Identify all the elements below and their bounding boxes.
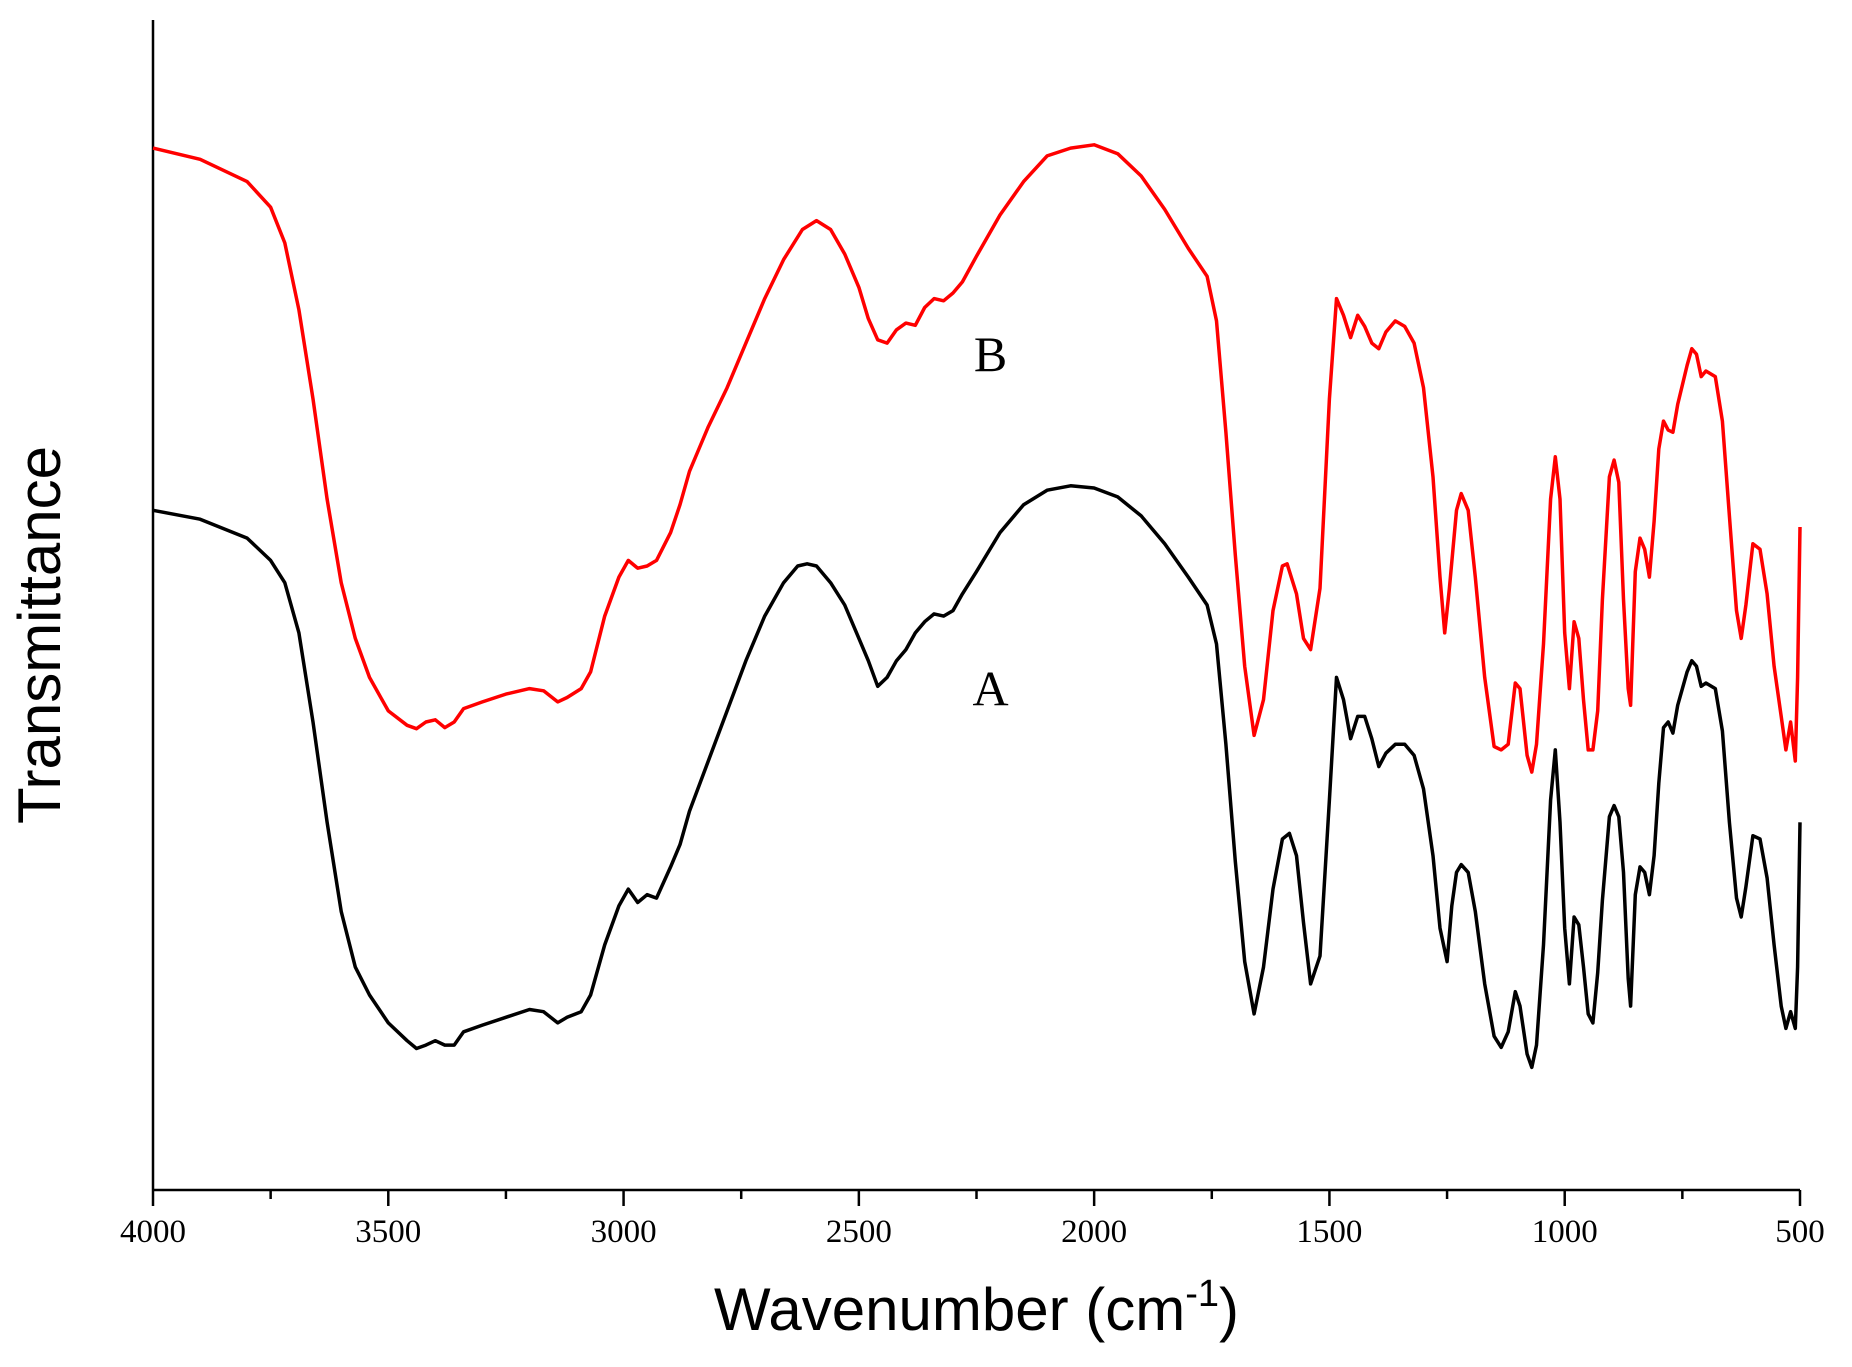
x-tick-label: 2500 (826, 1214, 892, 1250)
x-tick-label: 4000 (120, 1214, 186, 1250)
x-tick-label: 3500 (355, 1214, 421, 1250)
x-tick-label: 1000 (1532, 1214, 1598, 1250)
curve-label-b: B (974, 326, 1007, 382)
x-tick-label: 1500 (1296, 1214, 1362, 1250)
x-axis-title-close: ) (1219, 1276, 1239, 1343)
x-axis-title: Wavenumber (cm-1) (714, 1273, 1239, 1343)
y-axis-title: Transmittance (6, 446, 73, 824)
x-tick-label: 3000 (591, 1214, 657, 1250)
series-line-b (152, 143, 1802, 774)
x-tick-label: 500 (1775, 1214, 1825, 1250)
x-axis-title-superscript: -1 (1185, 1273, 1219, 1315)
x-axis-tick-labels: 4000 3500 3000 2500 2000 1500 1000 500 (120, 1214, 1825, 1250)
curve-label-a: A (973, 660, 1009, 716)
series-layer (152, 143, 1802, 1070)
x-axis-ticks (151, 1190, 1802, 1206)
curve-labels: BA (973, 326, 1009, 716)
x-axis-title-main: Wavenumber (cm (714, 1276, 1185, 1343)
series-line-a (152, 484, 1802, 1070)
x-tick-label: 2000 (1061, 1214, 1127, 1250)
plot-area: 4000 3500 3000 2500 2000 1500 1000 500 BA (120, 20, 1825, 1250)
